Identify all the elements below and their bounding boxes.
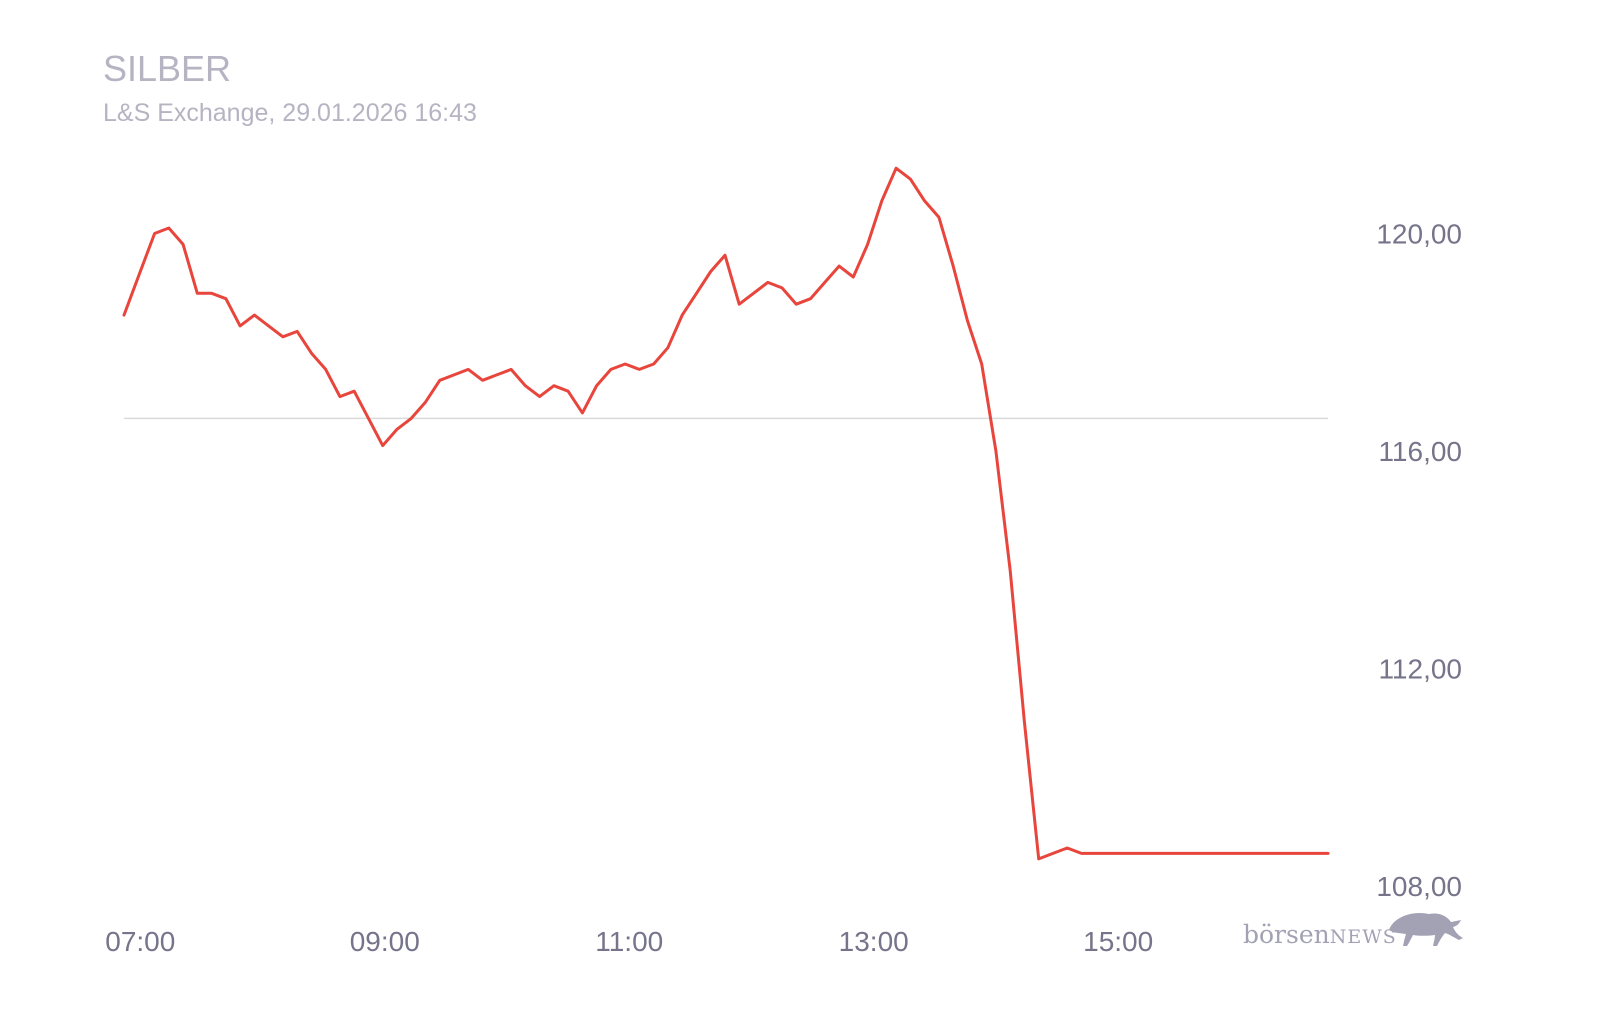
x-axis: 07:00 09:00 11:00 13:00 15:00 — [105, 926, 1153, 957]
bull-icon — [1389, 912, 1463, 946]
x-tick-label: 11:00 — [595, 926, 663, 957]
x-tick-label: 13:00 — [839, 926, 909, 957]
x-tick-label: 15:00 — [1083, 926, 1153, 957]
x-tick-label: 09:00 — [350, 926, 420, 957]
plot-area — [122, 166, 1330, 861]
y-tick-label: 108,00 — [1376, 871, 1462, 902]
y-axis: 120,00 116,00 112,00 108,00 — [1376, 218, 1462, 902]
chart-title: SILBER — [103, 48, 232, 89]
chart-subtitle: L&S Exchange, 29.01.2026 16:43 — [103, 99, 477, 127]
logo-text-small-caps: NEWS — [1329, 926, 1397, 948]
boersennews-logo: börsenNEWS — [1243, 906, 1463, 966]
y-tick-label: 112,00 — [1378, 654, 1462, 685]
x-tick-label: 07:00 — [105, 926, 175, 957]
price-line — [122, 166, 1330, 861]
y-tick-label: 120,00 — [1376, 218, 1462, 249]
logo-text-regular: börsen — [1243, 920, 1330, 949]
logo-wordmark: börsenNEWS — [1243, 920, 1397, 949]
y-tick-label: 116,00 — [1378, 436, 1462, 467]
